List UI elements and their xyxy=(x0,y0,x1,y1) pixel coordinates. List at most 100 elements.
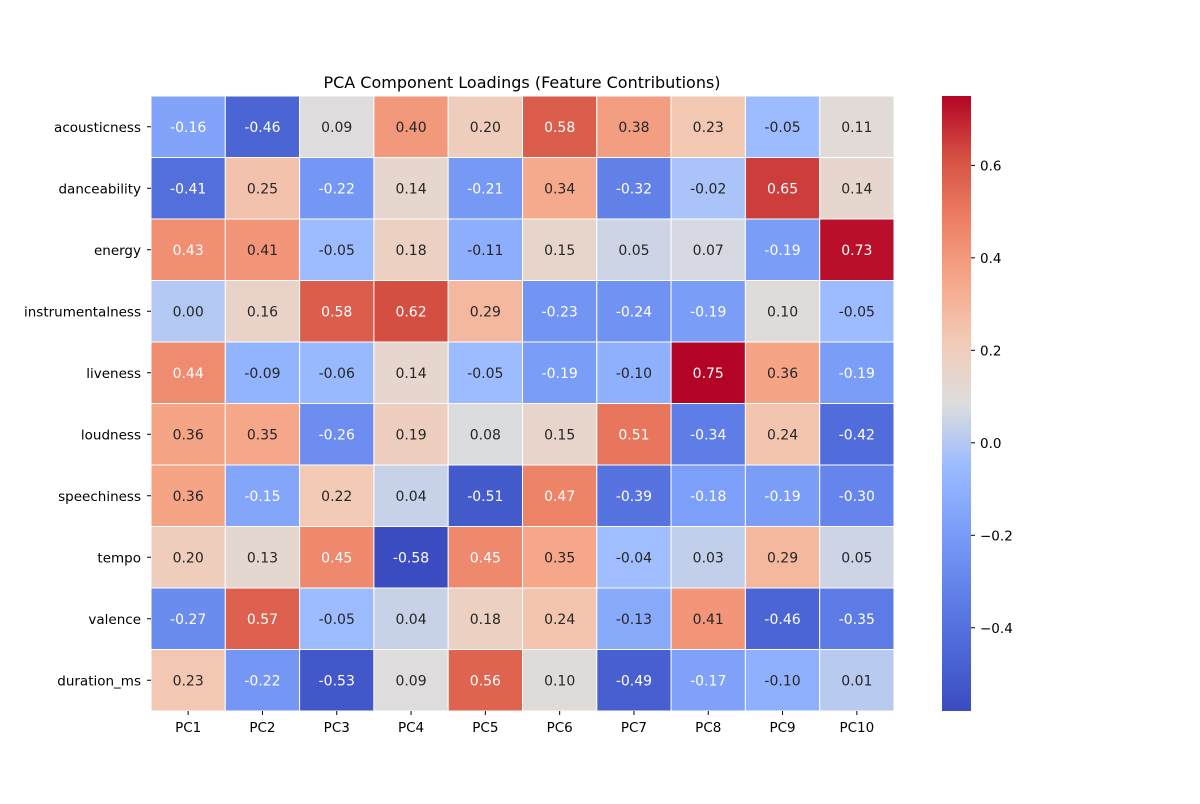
column-label: PC6 xyxy=(547,720,573,736)
cell-value: 0.56 xyxy=(470,673,501,689)
cell-value: -0.49 xyxy=(616,673,652,689)
heatmap-cell xyxy=(744,157,821,220)
colorbar-tick-label: 0.4 xyxy=(980,251,1001,267)
cell-value: 0.45 xyxy=(321,550,352,566)
cell-value: 0.24 xyxy=(767,427,798,443)
cell-value: -0.19 xyxy=(764,489,800,505)
heatmap-cell xyxy=(299,403,375,466)
cell-value: -0.09 xyxy=(244,366,280,382)
heatmap-cell xyxy=(447,218,524,281)
heatmap-cell xyxy=(224,526,301,589)
heatmap-cell xyxy=(150,95,226,158)
cell-value: 0.58 xyxy=(321,304,352,320)
cell-value: -0.06 xyxy=(319,366,355,382)
heatmap-cell xyxy=(596,587,672,650)
cell-value: 0.36 xyxy=(173,489,204,505)
heatmap-cell xyxy=(819,341,895,404)
cell-value: 0.23 xyxy=(173,673,204,689)
cell-value: 0.29 xyxy=(470,304,501,320)
heatmap-cell xyxy=(299,218,375,281)
cell-value: -0.22 xyxy=(244,673,280,689)
cell-value: -0.35 xyxy=(839,612,875,628)
heatmap-cell xyxy=(596,341,672,404)
colorbar-ticks: −0.4 −0.2 0.0 0.2 0.4 0.6 xyxy=(971,158,1013,637)
column-label: PC4 xyxy=(398,720,424,736)
cell-value: -0.27 xyxy=(170,612,206,628)
cell-value: 0.36 xyxy=(173,427,204,443)
heatmap-cell xyxy=(522,280,598,343)
cell-value: -0.23 xyxy=(542,304,578,320)
cell-value: -0.19 xyxy=(764,243,800,259)
column-label: PC7 xyxy=(621,720,647,736)
heatmap-cell xyxy=(224,341,301,404)
cell-value: -0.04 xyxy=(616,550,652,566)
cell-value: -0.46 xyxy=(764,612,800,628)
cell-value: -0.05 xyxy=(319,612,355,628)
heatmap-cell xyxy=(819,218,895,281)
cell-value: -0.13 xyxy=(616,612,652,628)
cell-value: 0.11 xyxy=(841,120,872,136)
cell-value: 0.09 xyxy=(321,120,352,136)
cell-value: 0.20 xyxy=(173,550,204,566)
heatmap-cell xyxy=(224,95,301,158)
cell-value: 0.14 xyxy=(841,181,872,197)
cell-value: -0.39 xyxy=(616,489,652,505)
cell-value: -0.05 xyxy=(839,304,875,320)
cell-value: 0.47 xyxy=(544,489,575,505)
heatmap-cell xyxy=(150,464,226,527)
heatmap-cells: -0.16 -0.46 0.09 0.40 0.20 0.58 0.38 0.23 -0.05 0… xyxy=(150,95,895,712)
column-label: PC9 xyxy=(769,720,795,736)
cell-value: 0.58 xyxy=(544,120,575,136)
cell-value: 0.13 xyxy=(247,550,278,566)
cell-value: -0.26 xyxy=(319,427,355,443)
cell-value: 0.08 xyxy=(470,427,501,443)
cell-value: 0.18 xyxy=(395,243,426,259)
heatmap-cell xyxy=(596,649,672,712)
cell-value: 0.18 xyxy=(470,612,501,628)
cell-value: -0.10 xyxy=(616,366,652,382)
cell-value: -0.46 xyxy=(244,120,280,136)
heatmap-cell xyxy=(522,157,598,220)
row-label: tempo xyxy=(97,550,141,566)
cell-value: -0.19 xyxy=(690,304,726,320)
heatmap-cell xyxy=(224,157,301,220)
row-labels: acousticness danceability energy instrument… xyxy=(24,120,151,689)
heatmap-cell xyxy=(522,464,598,527)
colorbar-tick-label: −0.4 xyxy=(980,621,1013,637)
heatmap-cell xyxy=(373,157,449,220)
colorbar xyxy=(942,96,971,711)
cell-value: 0.22 xyxy=(321,489,352,505)
cell-value: -0.58 xyxy=(393,550,429,566)
row-label: loudness xyxy=(81,427,141,443)
heatmap-cell xyxy=(744,464,821,527)
cell-value: 0.38 xyxy=(618,120,649,136)
column-label: PC10 xyxy=(839,720,874,736)
cell-value: -0.22 xyxy=(319,181,355,197)
heatmap-cell xyxy=(224,649,301,712)
heatmap-cell xyxy=(373,526,449,589)
cell-value: 0.65 xyxy=(767,181,798,197)
heatmap-cell xyxy=(373,95,449,158)
cell-value: -0.42 xyxy=(839,427,875,443)
column-labels: PC1 PC2 PC3 PC4 PC5 PC6 PC7 PC8 PC9 PC10 xyxy=(175,711,874,736)
cell-value: 0.10 xyxy=(544,673,575,689)
heatmap-cell xyxy=(299,341,375,404)
heatmap-cell xyxy=(373,464,449,527)
cell-value: 0.24 xyxy=(544,612,575,628)
cell-value: -0.30 xyxy=(839,489,875,505)
cell-value: 0.14 xyxy=(395,181,426,197)
cell-value: 0.05 xyxy=(618,243,649,259)
cell-value: -0.41 xyxy=(170,181,206,197)
heatmap-cell xyxy=(744,649,821,712)
row-label: speechiness xyxy=(58,489,141,505)
row-label: valence xyxy=(88,612,141,628)
heatmap-cell xyxy=(596,157,672,220)
cell-value: 0.15 xyxy=(544,427,575,443)
heatmap-cell xyxy=(447,526,524,589)
heatmap-cell xyxy=(150,280,226,343)
cell-value: 0.09 xyxy=(395,673,426,689)
heatmap-cell xyxy=(670,280,746,343)
heatmap-cell xyxy=(447,341,524,404)
cell-value: 0.75 xyxy=(693,366,724,382)
